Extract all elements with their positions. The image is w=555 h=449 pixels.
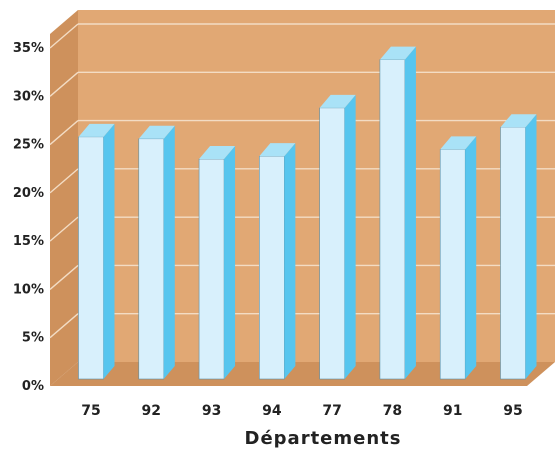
- bar-top: [259, 143, 296, 157]
- bar-top: [138, 125, 175, 139]
- gridline-side: [49, 313, 79, 339]
- bar-side: [465, 136, 477, 379]
- bar-side: [284, 143, 296, 379]
- chart-floor: [50, 362, 555, 386]
- bar-front: [78, 136, 104, 380]
- y-tick-label: 15%: [13, 234, 44, 249]
- bars: [78, 46, 537, 380]
- bar: [78, 123, 115, 380]
- x-tick-label: 95: [503, 403, 522, 419]
- gridline-side: [49, 71, 79, 97]
- bar-side: [404, 46, 416, 380]
- bar: [379, 46, 416, 380]
- bar-front: [439, 149, 466, 380]
- y-tick-label: 20%: [13, 186, 44, 201]
- bar-top: [379, 46, 416, 60]
- bar-front: [379, 59, 406, 380]
- y-tick-label: 25%: [13, 138, 44, 153]
- bar-side: [525, 114, 537, 379]
- y-tick-label: 35%: [13, 41, 44, 56]
- bar-top: [319, 94, 356, 108]
- bar-front: [500, 126, 526, 380]
- x-tick-label: 78: [383, 403, 402, 419]
- bar-front: [138, 138, 165, 380]
- x-axis-label: Départements: [245, 428, 402, 449]
- bar-side: [163, 125, 175, 379]
- bar-side: [344, 94, 356, 380]
- bar-top: [500, 114, 537, 128]
- bar: [500, 114, 537, 380]
- x-tick-label: 94: [262, 403, 282, 419]
- bar: [439, 136, 477, 380]
- bar-top: [199, 146, 236, 160]
- bar-side: [103, 123, 115, 380]
- x-axis-ticks: 75 92 93 94 77 78 91 95: [81, 403, 522, 419]
- bar: [198, 146, 236, 380]
- bar-front: [319, 107, 345, 380]
- bar-top: [440, 136, 477, 150]
- y-tick-label: 0%: [22, 379, 44, 394]
- x-tick-label: 91: [443, 403, 462, 419]
- gridline-side: [49, 23, 79, 49]
- x-tick-label: 93: [202, 403, 221, 419]
- y-tick-label: 5%: [22, 331, 44, 346]
- chart-left-wall: [50, 10, 78, 386]
- gridline-side: [49, 264, 79, 290]
- gridline-side: [49, 168, 79, 194]
- bar-top: [78, 123, 115, 137]
- bar: [259, 143, 296, 380]
- bar-front: [198, 158, 225, 380]
- bar-front: [259, 155, 285, 380]
- y-tick-label: 30%: [13, 89, 44, 104]
- gridline-side: [49, 120, 79, 146]
- x-tick-label: 75: [81, 403, 100, 419]
- y-axis-ticks: 0% 5% 10% 15% 20% 25% 30% 35%: [13, 41, 44, 394]
- y-tick-label: 10%: [13, 282, 44, 297]
- bar: [138, 125, 175, 380]
- x-tick-label: 77: [322, 403, 341, 419]
- bar: [319, 94, 356, 380]
- bar-side: [224, 146, 236, 379]
- gridline-side: [49, 216, 79, 242]
- x-tick-label: 92: [142, 403, 161, 419]
